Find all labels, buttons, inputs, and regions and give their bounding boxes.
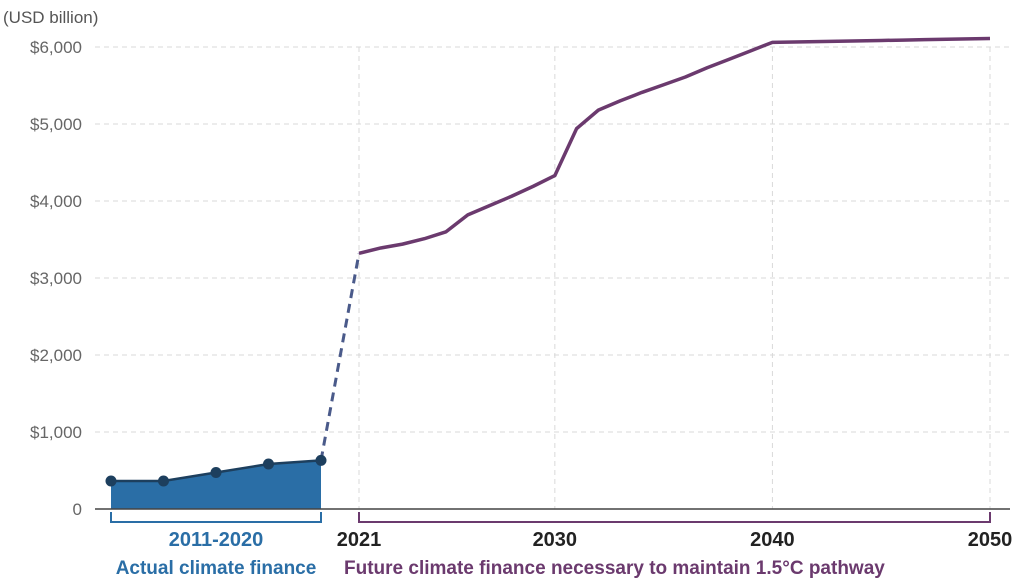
y-tick-label: $1,000 — [30, 423, 82, 442]
actual-data-point — [158, 475, 169, 487]
range-brackets — [110, 512, 991, 523]
actual-data-point — [210, 467, 222, 479]
y-tick-label: $3,000 — [30, 269, 82, 288]
y-tick-label: 0 — [73, 500, 82, 519]
future-line — [358, 36, 991, 256]
future-range-bracket — [358, 512, 991, 523]
x-tick-label: 2021 — [337, 529, 382, 551]
unit-label: (USD billion) — [3, 8, 98, 27]
legend-future-climate-finance: Future climate finance necessary to main… — [344, 558, 885, 579]
actual-data-point — [263, 458, 274, 470]
gridlines — [95, 46, 1010, 509]
y-tick-label: $4,000 — [30, 192, 82, 211]
actual-area — [111, 460, 321, 509]
actual-data-point — [105, 475, 117, 487]
actual-area-layer — [111, 460, 321, 509]
legend-actual-climate-finance: Actual climate finance — [116, 558, 317, 579]
series-lines — [111, 36, 991, 483]
y-axis-ticks: 0 $1,000 $2,000 $3,000 $4,000 $5,000 $6,000 — [30, 38, 82, 519]
x-tick-label: 2050 — [968, 529, 1013, 551]
data-points — [105, 454, 327, 487]
x-axis-ticks: 2021 2030 2040 2050 — [337, 529, 1013, 551]
connector-dashed-line — [319, 253, 361, 461]
y-tick-label: $2,000 — [30, 346, 82, 365]
y-tick-label: $6,000 — [30, 38, 82, 57]
x-tick-label: 2030 — [533, 529, 578, 551]
actual-range-bracket — [110, 512, 322, 523]
actual-data-point — [315, 454, 327, 466]
x-tick-label: 2040 — [750, 529, 795, 551]
actual-range-label: 2011-2020 — [169, 529, 264, 551]
y-tick-label: $5,000 — [30, 115, 82, 134]
